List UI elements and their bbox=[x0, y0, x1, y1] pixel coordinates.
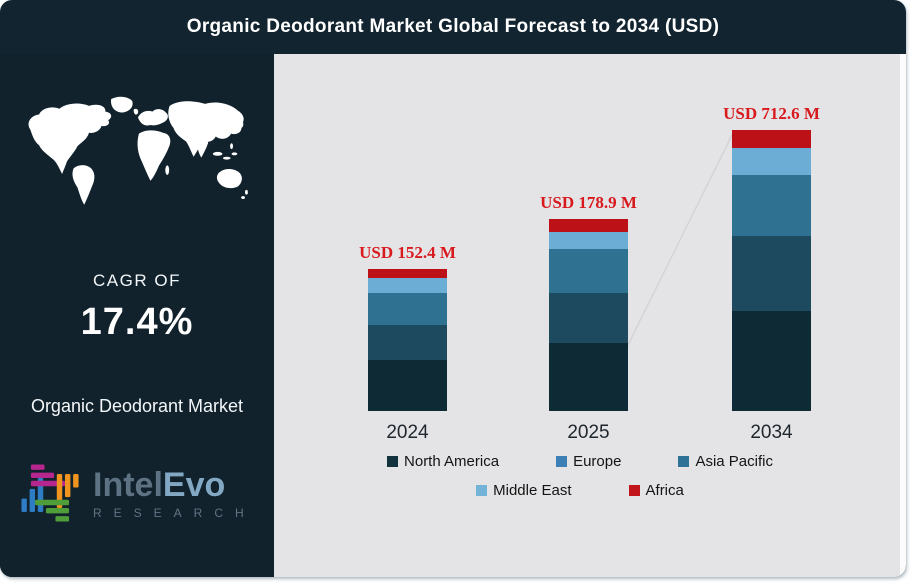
value-label-2034: USD 712.6 M bbox=[723, 104, 820, 123]
year-label-2025: 2025 bbox=[567, 422, 610, 443]
segment-africa-2025 bbox=[549, 219, 628, 232]
market-name: Organic Deodorant Market bbox=[30, 396, 244, 416]
logo-name-intel: Intel bbox=[93, 465, 163, 504]
legend-item-north-america: North America bbox=[387, 453, 499, 470]
segment-north-america-2025 bbox=[549, 343, 628, 411]
segment-europe-2025 bbox=[549, 293, 628, 343]
legend-swatch-middle-east bbox=[476, 485, 488, 496]
page-title: Organic Deodorant Market Global Forecast… bbox=[186, 16, 720, 37]
segment-africa-2034 bbox=[732, 130, 811, 148]
logo-text: IntelEvo RESEARCH bbox=[93, 467, 256, 520]
value-label-2025: USD 178.9 M bbox=[540, 193, 637, 212]
legend-row-2: Middle East Africa bbox=[274, 482, 900, 499]
chart-panel: USD 152.4 M 2024 USD 178.9 M 2025 USD 712.6 … bbox=[274, 54, 900, 577]
legend-label-europe: Europe bbox=[573, 453, 622, 470]
legend-label-middle-east: Middle East bbox=[493, 482, 572, 499]
legend-swatch-europe bbox=[556, 456, 568, 467]
legend-label-north-america: North America bbox=[404, 453, 500, 470]
sidebar: CAGR OF 17.4% Organic Deodorant Market I… bbox=[0, 54, 274, 577]
year-label-2024: 2024 bbox=[386, 422, 429, 443]
bar-2034 bbox=[732, 130, 811, 411]
legend-swatch-africa bbox=[628, 485, 640, 496]
legend-item-middle-east: Middle East bbox=[476, 482, 572, 499]
segment-asia-pacific-2025 bbox=[549, 249, 628, 293]
logo-name: IntelEvo bbox=[93, 467, 256, 503]
legend-label-asia-pacific: Asia Pacific bbox=[695, 453, 773, 470]
segment-middle-east-2025 bbox=[549, 232, 628, 249]
bar-2025 bbox=[549, 219, 628, 411]
segment-asia-pacific-2034 bbox=[732, 175, 811, 236]
logo-subtitle: RESEARCH bbox=[93, 505, 256, 520]
cagr-value: 17.4% bbox=[80, 301, 194, 343]
cagr-label: CAGR OF bbox=[93, 271, 181, 290]
value-label-2024: USD 152.4 M bbox=[359, 243, 456, 262]
chart-area: USD 152.4 M 2024 USD 178.9 M 2025 USD 712.6 … bbox=[274, 54, 900, 577]
header: Organic Deodorant Market Global Forecast… bbox=[0, 0, 906, 54]
year-label-2034: 2034 bbox=[750, 422, 793, 443]
bar-2024 bbox=[368, 269, 447, 411]
intelevo-logo-icon bbox=[21, 464, 79, 522]
legend-swatch-asia-pacific bbox=[678, 456, 690, 467]
legend: North America Europe Asia Pacific Middle Ea… bbox=[274, 453, 900, 511]
legend-item-africa: Africa bbox=[628, 482, 684, 499]
segment-europe-2034 bbox=[732, 236, 811, 311]
legend-swatch-north-america bbox=[387, 456, 399, 467]
trend-line bbox=[627, 132, 734, 346]
legend-row-1: North America Europe Asia Pacific bbox=[274, 453, 900, 470]
segment-north-america-2034 bbox=[732, 311, 811, 411]
segment-north-america-2024 bbox=[368, 360, 447, 411]
segment-middle-east-2034 bbox=[732, 148, 811, 175]
legend-label-africa: Africa bbox=[645, 482, 684, 499]
logo-name-evo: Evo bbox=[162, 465, 226, 504]
main-area: USD 152.4 M 2024 USD 178.9 M 2025 USD 712.6 … bbox=[274, 54, 906, 577]
world-map-icon bbox=[28, 96, 248, 205]
segment-middle-east-2024 bbox=[368, 278, 447, 293]
segment-africa-2024 bbox=[368, 269, 447, 278]
segment-asia-pacific-2024 bbox=[368, 293, 447, 325]
segment-europe-2024 bbox=[368, 325, 447, 360]
legend-item-europe: Europe bbox=[556, 453, 621, 470]
legend-item-asia-pacific: Asia Pacific bbox=[678, 453, 773, 470]
logo: IntelEvo RESEARCH bbox=[16, 459, 256, 527]
